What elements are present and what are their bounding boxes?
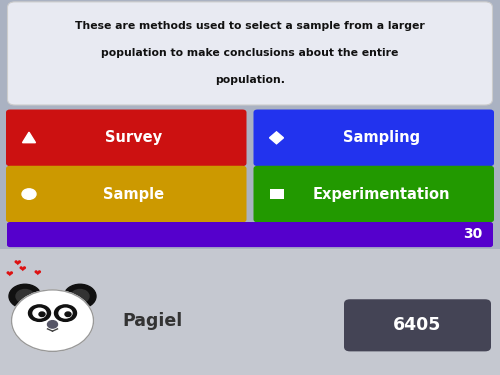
FancyBboxPatch shape <box>6 110 246 166</box>
Circle shape <box>48 321 58 328</box>
Text: ❤: ❤ <box>5 271 13 280</box>
Text: ❤: ❤ <box>19 266 26 274</box>
Text: 30: 30 <box>463 227 482 242</box>
Circle shape <box>28 305 50 321</box>
Circle shape <box>33 308 46 318</box>
Circle shape <box>71 290 89 303</box>
Text: Experimentation: Experimentation <box>312 187 450 202</box>
Text: Sample: Sample <box>103 187 164 202</box>
Circle shape <box>22 189 36 200</box>
Text: ❤: ❤ <box>34 269 41 278</box>
Polygon shape <box>22 132 36 143</box>
Text: Survey: Survey <box>105 130 162 146</box>
FancyBboxPatch shape <box>8 2 492 105</box>
Text: These are methods used to select a sample from a larger: These are methods used to select a sampl… <box>75 21 425 31</box>
FancyBboxPatch shape <box>6 166 246 222</box>
Circle shape <box>12 290 94 351</box>
Circle shape <box>39 312 45 316</box>
FancyBboxPatch shape <box>0 249 500 375</box>
Circle shape <box>59 308 72 318</box>
Text: Pagiel: Pagiel <box>122 312 183 330</box>
FancyBboxPatch shape <box>7 222 493 247</box>
Circle shape <box>9 284 41 308</box>
Text: ❤: ❤ <box>14 260 21 269</box>
FancyBboxPatch shape <box>254 166 494 222</box>
Circle shape <box>16 290 34 303</box>
Text: population.: population. <box>215 75 285 86</box>
Text: 6405: 6405 <box>394 316 442 334</box>
Circle shape <box>64 284 96 308</box>
FancyBboxPatch shape <box>344 299 491 351</box>
Circle shape <box>65 312 71 316</box>
FancyBboxPatch shape <box>254 110 494 166</box>
Text: Sampling: Sampling <box>342 130 420 146</box>
Polygon shape <box>270 132 283 144</box>
Circle shape <box>54 305 76 321</box>
Text: population to make conclusions about the entire: population to make conclusions about the… <box>102 48 399 58</box>
FancyBboxPatch shape <box>270 189 283 200</box>
